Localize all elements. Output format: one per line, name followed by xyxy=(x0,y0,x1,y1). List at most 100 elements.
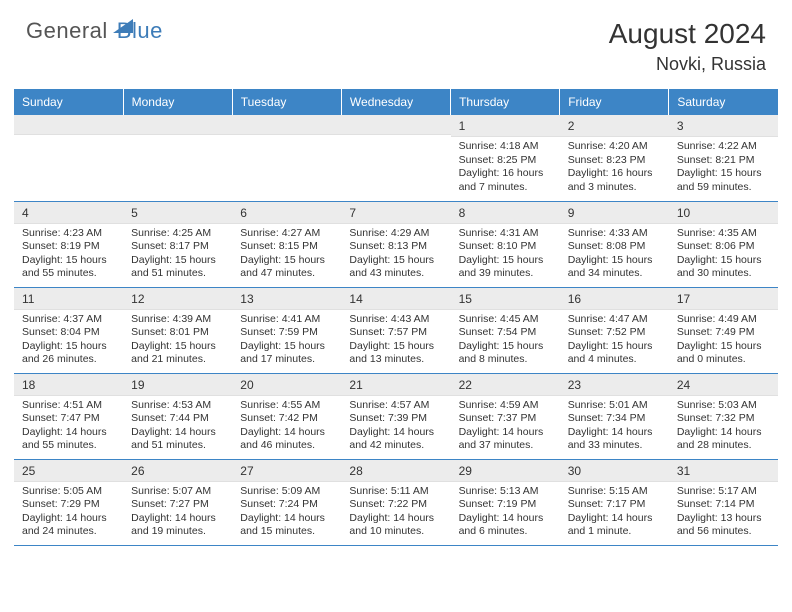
daylight-text: Daylight: 14 hours and 19 minutes. xyxy=(131,512,224,539)
day-number: 30 xyxy=(560,460,669,482)
calendar-cell: 16Sunrise: 4:47 AMSunset: 7:52 PMDayligh… xyxy=(560,287,669,373)
sunset-text: Sunset: 7:29 PM xyxy=(22,498,115,512)
calendar-week-row: 18Sunrise: 4:51 AMSunset: 7:47 PMDayligh… xyxy=(14,373,778,459)
day-number: 9 xyxy=(560,202,669,224)
sunset-text: Sunset: 8:04 PM xyxy=(22,326,115,340)
daylight-text: Daylight: 15 hours and 59 minutes. xyxy=(677,167,770,194)
day-number: 14 xyxy=(341,288,450,310)
sunrise-text: Sunrise: 4:47 AM xyxy=(568,313,661,327)
calendar-cell: 1Sunrise: 4:18 AMSunset: 8:25 PMDaylight… xyxy=(451,115,560,201)
day-number: 29 xyxy=(451,460,560,482)
sunset-text: Sunset: 7:59 PM xyxy=(240,326,333,340)
daylight-text: Daylight: 15 hours and 55 minutes. xyxy=(22,254,115,281)
sunrise-text: Sunrise: 4:35 AM xyxy=(677,227,770,241)
calendar-cell: 9Sunrise: 4:33 AMSunset: 8:08 PMDaylight… xyxy=(560,201,669,287)
dayheader-wednesday: Wednesday xyxy=(341,89,450,115)
brand-part2: Blue xyxy=(117,18,163,44)
calendar-cell: 31Sunrise: 5:17 AMSunset: 7:14 PMDayligh… xyxy=(669,459,778,545)
calendar-cell: 17Sunrise: 4:49 AMSunset: 7:49 PMDayligh… xyxy=(669,287,778,373)
daylight-text: Daylight: 13 hours and 56 minutes. xyxy=(677,512,770,539)
sunrise-text: Sunrise: 4:22 AM xyxy=(677,140,770,154)
calendar-cell: 29Sunrise: 5:13 AMSunset: 7:19 PMDayligh… xyxy=(451,459,560,545)
sunset-text: Sunset: 8:15 PM xyxy=(240,240,333,254)
day-number: 10 xyxy=(669,202,778,224)
sunset-text: Sunset: 8:01 PM xyxy=(131,326,224,340)
calendar-week-row: 1Sunrise: 4:18 AMSunset: 8:25 PMDaylight… xyxy=(14,115,778,201)
daylight-text: Daylight: 16 hours and 7 minutes. xyxy=(459,167,552,194)
sunrise-text: Sunrise: 4:37 AM xyxy=(22,313,115,327)
sunset-text: Sunset: 7:32 PM xyxy=(677,412,770,426)
day-number xyxy=(232,115,341,135)
daylight-text: Daylight: 14 hours and 37 minutes. xyxy=(459,426,552,453)
daylight-text: Daylight: 14 hours and 24 minutes. xyxy=(22,512,115,539)
daylight-text: Daylight: 15 hours and 17 minutes. xyxy=(240,340,333,367)
calendar-cell xyxy=(14,115,123,201)
day-number xyxy=(341,115,450,135)
calendar-cell: 24Sunrise: 5:03 AMSunset: 7:32 PMDayligh… xyxy=(669,373,778,459)
daylight-text: Daylight: 14 hours and 15 minutes. xyxy=(240,512,333,539)
calendar-cell xyxy=(341,115,450,201)
day-number: 5 xyxy=(123,202,232,224)
dayheader-friday: Friday xyxy=(560,89,669,115)
calendar-cell xyxy=(232,115,341,201)
day-number: 16 xyxy=(560,288,669,310)
sunrise-text: Sunrise: 4:31 AM xyxy=(459,227,552,241)
daylight-text: Daylight: 15 hours and 47 minutes. xyxy=(240,254,333,281)
sunset-text: Sunset: 7:27 PM xyxy=(131,498,224,512)
sunset-text: Sunset: 7:52 PM xyxy=(568,326,661,340)
sunset-text: Sunset: 8:19 PM xyxy=(22,240,115,254)
sunrise-text: Sunrise: 5:05 AM xyxy=(22,485,115,499)
location-label: Novki, Russia xyxy=(609,54,766,75)
day-data: Sunrise: 5:09 AMSunset: 7:24 PMDaylight:… xyxy=(232,482,341,543)
dayheader-sunday: Sunday xyxy=(14,89,123,115)
daylight-text: Daylight: 15 hours and 43 minutes. xyxy=(349,254,442,281)
calendar-cell: 7Sunrise: 4:29 AMSunset: 8:13 PMDaylight… xyxy=(341,201,450,287)
page-header: General Blue August 2024 Novki, Russia xyxy=(0,0,792,83)
calendar-body: 1Sunrise: 4:18 AMSunset: 8:25 PMDaylight… xyxy=(14,115,778,545)
sunrise-text: Sunrise: 4:55 AM xyxy=(240,399,333,413)
sunrise-text: Sunrise: 4:49 AM xyxy=(677,313,770,327)
day-data: Sunrise: 4:51 AMSunset: 7:47 PMDaylight:… xyxy=(14,396,123,457)
daylight-text: Daylight: 15 hours and 39 minutes. xyxy=(459,254,552,281)
sunrise-text: Sunrise: 4:33 AM xyxy=(568,227,661,241)
sunrise-text: Sunrise: 4:18 AM xyxy=(459,140,552,154)
sunset-text: Sunset: 7:57 PM xyxy=(349,326,442,340)
day-data: Sunrise: 4:47 AMSunset: 7:52 PMDaylight:… xyxy=(560,310,669,371)
day-data: Sunrise: 4:43 AMSunset: 7:57 PMDaylight:… xyxy=(341,310,450,371)
dayheader-monday: Monday xyxy=(123,89,232,115)
day-number: 24 xyxy=(669,374,778,396)
sunrise-text: Sunrise: 4:39 AM xyxy=(131,313,224,327)
day-number: 15 xyxy=(451,288,560,310)
calendar-cell: 10Sunrise: 4:35 AMSunset: 8:06 PMDayligh… xyxy=(669,201,778,287)
dayheader-thursday: Thursday xyxy=(451,89,560,115)
sunset-text: Sunset: 8:21 PM xyxy=(677,154,770,168)
sunrise-text: Sunrise: 4:41 AM xyxy=(240,313,333,327)
sunrise-text: Sunrise: 4:57 AM xyxy=(349,399,442,413)
day-data: Sunrise: 4:22 AMSunset: 8:21 PMDaylight:… xyxy=(669,137,778,198)
sunset-text: Sunset: 7:22 PM xyxy=(349,498,442,512)
sunrise-text: Sunrise: 4:20 AM xyxy=(568,140,661,154)
day-data: Sunrise: 4:18 AMSunset: 8:25 PMDaylight:… xyxy=(451,137,560,198)
sunrise-text: Sunrise: 5:11 AM xyxy=(349,485,442,499)
sunset-text: Sunset: 7:39 PM xyxy=(349,412,442,426)
sunrise-text: Sunrise: 4:59 AM xyxy=(459,399,552,413)
day-number: 25 xyxy=(14,460,123,482)
day-number: 1 xyxy=(451,115,560,137)
calendar-header-row: Sunday Monday Tuesday Wednesday Thursday… xyxy=(14,89,778,115)
day-number: 20 xyxy=(232,374,341,396)
day-data: Sunrise: 5:13 AMSunset: 7:19 PMDaylight:… xyxy=(451,482,560,543)
calendar-cell: 18Sunrise: 4:51 AMSunset: 7:47 PMDayligh… xyxy=(14,373,123,459)
daylight-text: Daylight: 14 hours and 46 minutes. xyxy=(240,426,333,453)
day-number: 6 xyxy=(232,202,341,224)
sunrise-text: Sunrise: 4:43 AM xyxy=(349,313,442,327)
calendar-cell: 28Sunrise: 5:11 AMSunset: 7:22 PMDayligh… xyxy=(341,459,450,545)
calendar-cell: 15Sunrise: 4:45 AMSunset: 7:54 PMDayligh… xyxy=(451,287,560,373)
calendar-cell: 20Sunrise: 4:55 AMSunset: 7:42 PMDayligh… xyxy=(232,373,341,459)
daylight-text: Daylight: 15 hours and 26 minutes. xyxy=(22,340,115,367)
sunset-text: Sunset: 8:23 PM xyxy=(568,154,661,168)
daylight-text: Daylight: 15 hours and 34 minutes. xyxy=(568,254,661,281)
sunset-text: Sunset: 7:47 PM xyxy=(22,412,115,426)
daylight-text: Daylight: 14 hours and 1 minute. xyxy=(568,512,661,539)
day-number: 7 xyxy=(341,202,450,224)
daylight-text: Daylight: 15 hours and 4 minutes. xyxy=(568,340,661,367)
